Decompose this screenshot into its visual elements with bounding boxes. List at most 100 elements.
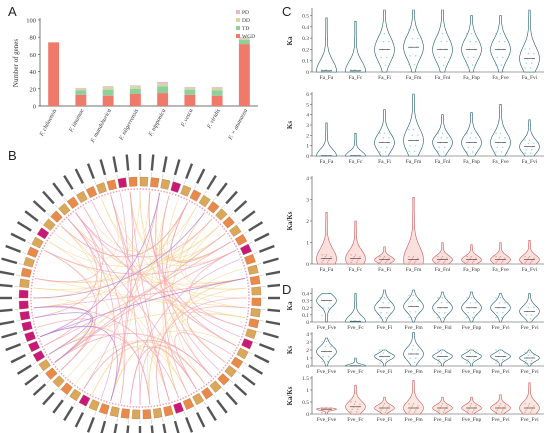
gene-label — [173, 159, 181, 176]
gene-tick — [253, 341, 258, 344]
chromosome-segment — [230, 356, 244, 369]
data-point — [470, 32, 473, 35]
data-point — [330, 256, 332, 258]
data-point — [495, 32, 497, 35]
x-tick-label: Fa_Fve — [492, 159, 509, 165]
bar-wgd — [157, 93, 169, 106]
data-point — [470, 403, 473, 405]
gene-tick — [237, 371, 241, 375]
data-point — [379, 297, 381, 299]
data-point — [350, 69, 352, 71]
data-point — [473, 56, 475, 59]
data-point — [466, 411, 468, 413]
data-point — [322, 355, 324, 358]
chromosome-segment — [198, 194, 211, 208]
bar-td — [184, 89, 196, 95]
data-point — [440, 137, 443, 139]
data-point — [354, 69, 357, 71]
violin — [461, 349, 482, 367]
data-point — [444, 409, 446, 411]
data-point — [412, 255, 415, 258]
y-tick-label: 0 — [306, 412, 309, 418]
data-point — [321, 340, 323, 343]
data-point — [411, 37, 414, 40]
data-point — [384, 64, 387, 66]
gene-label — [0, 320, 15, 326]
violin — [490, 242, 511, 265]
gene-label — [262, 331, 279, 339]
gene-tick — [183, 180, 186, 185]
x-tick-label: F. chiloensis — [39, 108, 59, 139]
violin — [374, 289, 395, 323]
y-tick-label: 1 — [306, 388, 309, 394]
data-point — [524, 152, 526, 154]
data-point — [379, 32, 381, 35]
x-tick-label: F. nilgerrensis — [118, 108, 140, 143]
synteny-link — [48, 312, 246, 355]
y-tick-label: 0.5 — [302, 400, 309, 406]
gene-tick — [55, 204, 58, 208]
data-point — [495, 362, 497, 364]
data-point — [382, 405, 385, 407]
data-point — [442, 64, 445, 66]
data-point — [409, 357, 411, 359]
data-point — [386, 359, 388, 361]
data-point — [440, 302, 443, 304]
gene-tick — [183, 411, 186, 416]
panel-label-c: C — [282, 4, 292, 19]
gene-label — [233, 383, 248, 396]
data-point — [496, 260, 498, 262]
violin — [490, 15, 511, 73]
data-point — [529, 318, 532, 320]
data-point — [408, 361, 410, 364]
chromosome-segment — [180, 185, 192, 197]
x-tick-label: Fve_Fi — [377, 369, 393, 375]
data-point — [330, 407, 332, 409]
gene-label — [125, 425, 130, 433]
data-point — [350, 254, 352, 256]
violin — [374, 246, 395, 265]
data-point — [473, 359, 475, 361]
data-point — [408, 150, 410, 153]
bar-wgd — [238, 44, 250, 106]
gene-tick — [230, 380, 234, 383]
y-tick-label: 1.5 — [302, 376, 309, 382]
gene-label — [125, 154, 130, 171]
chromosome-segment — [244, 254, 256, 265]
chromosome-segment — [88, 399, 100, 411]
synteny-link — [156, 297, 248, 404]
y-tick-label: 20 — [30, 86, 37, 93]
data-point — [379, 255, 381, 258]
gene-label — [0, 296, 12, 300]
gene-label — [99, 159, 107, 176]
x-tick-label: Fa_Fi — [378, 267, 391, 273]
violin — [461, 15, 482, 73]
data-point — [525, 314, 527, 316]
data-point — [524, 255, 526, 258]
data-point — [471, 317, 474, 319]
data-point — [469, 302, 472, 304]
legend-label: TD — [242, 26, 249, 32]
data-point — [524, 262, 526, 264]
gene-tick — [32, 231, 37, 234]
violin — [432, 242, 453, 265]
y-axis-label: Ka/Ks — [286, 211, 294, 230]
data-point — [502, 409, 504, 411]
data-point — [350, 401, 352, 403]
violin — [345, 293, 366, 323]
violin — [432, 291, 453, 323]
chromosome-segment — [58, 203, 71, 216]
violin — [490, 104, 511, 157]
bar-wgd — [184, 94, 196, 106]
data-point — [498, 405, 501, 407]
bar-td — [75, 90, 87, 95]
data-point — [495, 132, 497, 134]
data-point — [380, 260, 382, 262]
gene-label — [5, 244, 22, 253]
data-point — [437, 32, 439, 35]
bar-pd — [211, 87, 223, 88]
data-point — [438, 146, 440, 148]
data-point — [500, 362, 503, 364]
data-point — [325, 254, 328, 256]
data-point — [469, 352, 472, 354]
